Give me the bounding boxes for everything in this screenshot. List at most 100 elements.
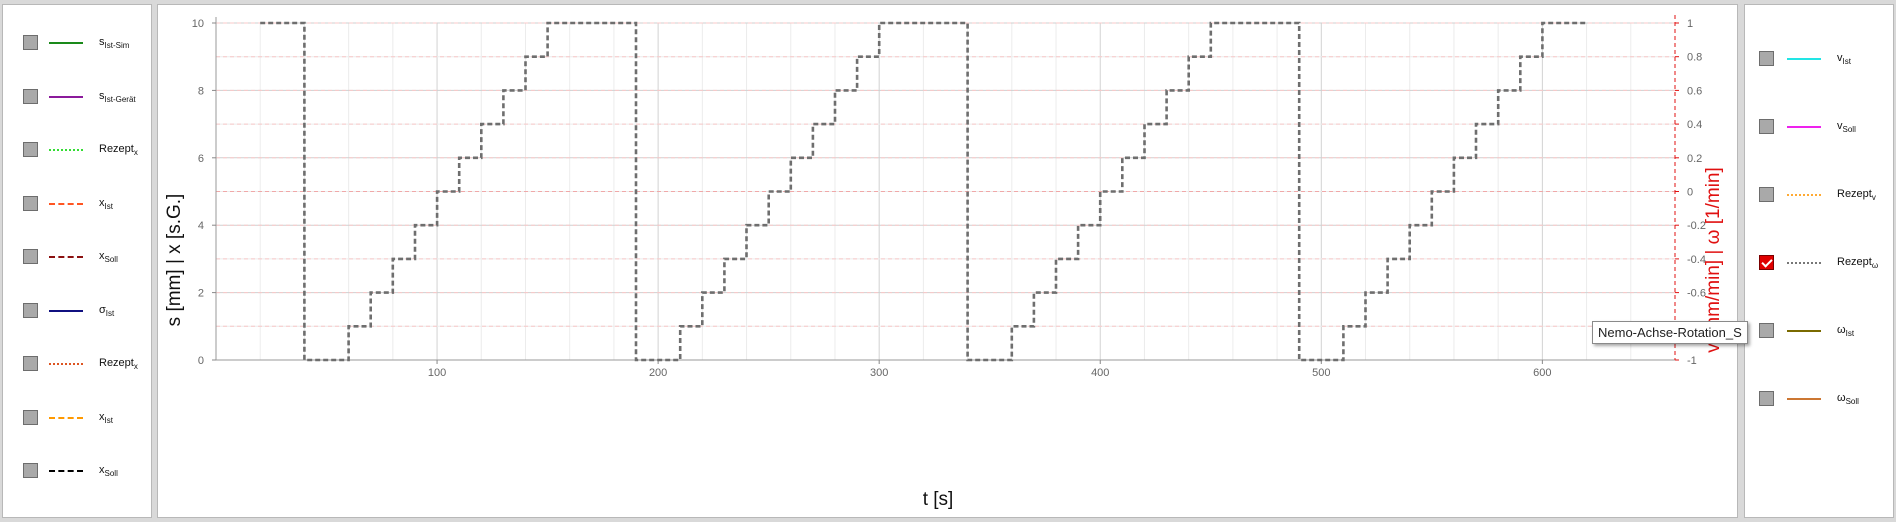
legend-label-base: s <box>99 36 105 48</box>
y2-tick-label: -1 <box>1687 355 1697 367</box>
legend-line-sample <box>49 470 83 472</box>
legend-row[interactable]: Rezeptv <box>1745 175 1893 215</box>
chart[interactable]: 1002003004005006000246810-1-0.8-0.6-0.4-… <box>158 5 1737 517</box>
x-tick-label: 100 <box>428 367 446 379</box>
legend-checkbox[interactable] <box>23 142 38 157</box>
x-tick-label: 600 <box>1533 367 1551 379</box>
legend-checkbox[interactable] <box>23 463 38 478</box>
legend-label: sIst-Gerät <box>99 90 136 104</box>
legend-label: Rezeptx <box>99 143 138 157</box>
legend-label-sub: ω <box>1871 261 1879 270</box>
y2-tick-label: 0.2 <box>1687 153 1702 165</box>
y2-tick-label: 0.6 <box>1687 85 1702 97</box>
legend-label-base: σ <box>99 303 106 316</box>
legend-line-sample <box>49 309 83 312</box>
legend-line-sample <box>49 202 83 205</box>
legend-row[interactable]: xIst <box>3 398 151 438</box>
legend-row[interactable]: Rezeptω <box>1745 243 1893 283</box>
legend-row[interactable]: Rezeptx <box>3 130 151 170</box>
legend-label-base: Rezept <box>99 143 134 155</box>
legend-label: Rezeptω <box>1837 256 1878 270</box>
legend-checkbox[interactable] <box>1759 119 1774 134</box>
legend-label: σIst <box>99 304 114 318</box>
legend-label-sub: Ist <box>104 415 113 425</box>
legend-label-base: ω <box>1837 324 1846 336</box>
legend-line-sample <box>1787 262 1821 264</box>
legend-label: xIst <box>99 197 113 211</box>
legend-label-sub: x <box>133 362 138 371</box>
y2-tick-label: 0.8 <box>1687 52 1702 64</box>
legend-label: ωIst <box>1837 324 1854 338</box>
legend-label: Rezeptx <box>99 357 138 371</box>
legend-label-base: x <box>99 196 105 209</box>
series-tooltip: Nemo-Achse-Rotation_S <box>1592 321 1748 344</box>
y-tick-label: 4 <box>198 220 204 232</box>
x-tick-label: 300 <box>870 367 888 379</box>
legend-checkbox[interactable] <box>1759 51 1774 66</box>
legend-row[interactable]: Rezeptx <box>3 344 151 384</box>
legend-label-base: Rezept <box>1837 256 1872 268</box>
y-tick-label: 2 <box>198 288 204 300</box>
legend-label-sub: Soll <box>1842 125 1856 134</box>
legend-row[interactable]: σIst <box>3 291 151 331</box>
legend-row[interactable]: vIst <box>1745 39 1893 79</box>
x-tick-label: 200 <box>649 367 667 379</box>
legend-label-base: x <box>99 464 105 476</box>
legend-label: sIst-Sim <box>99 36 129 50</box>
legend-label: ωSoll <box>1837 392 1859 406</box>
y2-tick-label: -0.2 <box>1687 220 1706 232</box>
legend-row[interactable]: vSoll <box>1745 107 1893 147</box>
legend-row[interactable]: ωSoll <box>1745 379 1893 419</box>
legend-label-base: x <box>99 410 105 423</box>
legend-line-sample <box>1787 126 1821 128</box>
legend-checkbox[interactable] <box>23 195 38 211</box>
legend-label-sub: Soll <box>104 469 118 478</box>
y2-tick-label: 0.4 <box>1687 119 1702 131</box>
legend-line-sample <box>1787 58 1821 60</box>
y-tick-label: 0 <box>198 355 204 367</box>
y-axis-label: s [mm] | x [s.G.] <box>164 194 185 327</box>
legend-label-base: s <box>99 89 105 102</box>
legend-checkbox[interactable] <box>23 409 38 425</box>
legend-line-sample <box>1787 398 1821 400</box>
legend-checkbox[interactable] <box>23 356 38 371</box>
right-legend-panel: vIst vSoll Rezeptv Rezeptω ωIst ωSoll <box>1744 4 1894 518</box>
y-tick-label: 6 <box>198 153 204 165</box>
legend-label-base: x <box>99 250 105 262</box>
x-axis-label: t [s] <box>923 489 954 510</box>
legend-label: vIst <box>1837 52 1851 66</box>
y2-tick-label: -0.6 <box>1687 288 1706 300</box>
legend-row[interactable]: sIst-Sim <box>3 23 151 63</box>
y2-axis-label: v [mm/min] | ω [1/min] <box>1703 167 1724 353</box>
legend-checkbox[interactable] <box>1759 391 1774 406</box>
legend-label-sub: x <box>133 148 138 157</box>
x-tick-label: 500 <box>1312 367 1330 379</box>
y2-tick-label: 0 <box>1687 187 1693 199</box>
legend-checkbox[interactable] <box>1759 255 1774 270</box>
legend-label-sub: Ist <box>1845 329 1855 338</box>
legend-label: Rezeptv <box>1837 188 1876 202</box>
legend-checkbox[interactable] <box>23 302 38 318</box>
legend-line-sample <box>1787 194 1821 196</box>
legend-row[interactable]: xSoll <box>3 451 151 491</box>
legend-label-sub: Ist <box>104 201 113 211</box>
y-tick-label: 8 <box>198 85 204 97</box>
legend-line-sample <box>49 256 83 258</box>
y2-tick-label: -0.4 <box>1687 254 1706 266</box>
legend-line-sample <box>49 416 83 419</box>
legend-checkbox[interactable] <box>1759 323 1774 338</box>
legend-row[interactable]: ωIst <box>1745 311 1893 351</box>
series-line[interactable] <box>260 21 1587 362</box>
legend-checkbox[interactable] <box>23 88 38 104</box>
legend-label: xIst <box>99 411 113 425</box>
legend-checkbox[interactable] <box>23 249 38 264</box>
legend-row[interactable]: xIst <box>3 184 151 224</box>
legend-label-base: Rezept <box>1837 188 1872 200</box>
legend-label-base: v <box>1837 120 1843 132</box>
legend-label-sub: v <box>1871 193 1876 202</box>
legend-row[interactable]: sIst-Gerät <box>3 77 151 117</box>
legend-checkbox[interactable] <box>23 35 38 50</box>
legend-checkbox[interactable] <box>1759 187 1774 202</box>
legend-row[interactable]: xSoll <box>3 237 151 277</box>
legend-line-sample <box>49 95 83 98</box>
